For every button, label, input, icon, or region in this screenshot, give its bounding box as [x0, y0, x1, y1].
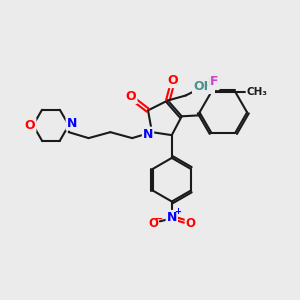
Text: N: N: [67, 117, 77, 130]
Text: +: +: [174, 207, 181, 216]
Text: O: O: [186, 217, 196, 230]
Text: O: O: [148, 217, 158, 230]
Text: N: N: [143, 128, 153, 141]
Text: OH: OH: [193, 80, 214, 93]
Text: H: H: [208, 76, 219, 89]
Text: N: N: [167, 211, 177, 224]
Text: −: −: [155, 213, 163, 224]
Text: F: F: [210, 75, 219, 88]
Text: CH₃: CH₃: [247, 87, 268, 97]
Text: O: O: [25, 119, 35, 132]
Text: O: O: [126, 90, 136, 103]
Text: O: O: [167, 74, 178, 87]
